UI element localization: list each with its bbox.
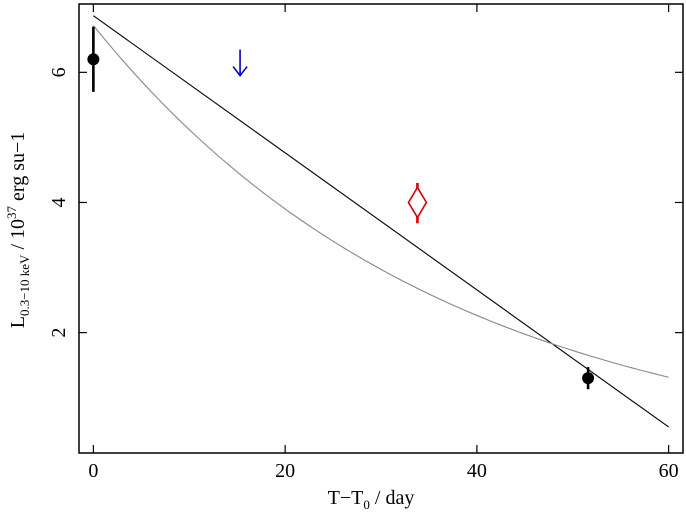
data-point bbox=[87, 53, 100, 66]
x-axis-label: T−T0 / day bbox=[328, 487, 415, 512]
data-point-diamond bbox=[407, 185, 428, 220]
y-tick-label: 2 bbox=[48, 328, 70, 338]
plot-frame bbox=[78, 3, 684, 454]
y-tick-label: 6 bbox=[48, 67, 70, 77]
linear-fit-line bbox=[93, 15, 669, 428]
x-tick-label: 60 bbox=[659, 460, 679, 482]
x-tick-label: 0 bbox=[88, 460, 98, 482]
upper-limit-arrow bbox=[232, 49, 248, 77]
data-point bbox=[582, 372, 595, 385]
data-points bbox=[87, 26, 595, 390]
y-axis-label: L0.3−10 keV / 1037 erg su−1 bbox=[4, 132, 32, 329]
y-tick-label: 4 bbox=[48, 197, 70, 207]
model-curves bbox=[92, 15, 669, 428]
axes: 0 20 40 60 2 4 6 bbox=[48, 3, 684, 482]
x-tick-label: 20 bbox=[275, 460, 295, 482]
exponential-fit-curve bbox=[92, 25, 669, 378]
x-tick-label: 40 bbox=[467, 460, 487, 482]
